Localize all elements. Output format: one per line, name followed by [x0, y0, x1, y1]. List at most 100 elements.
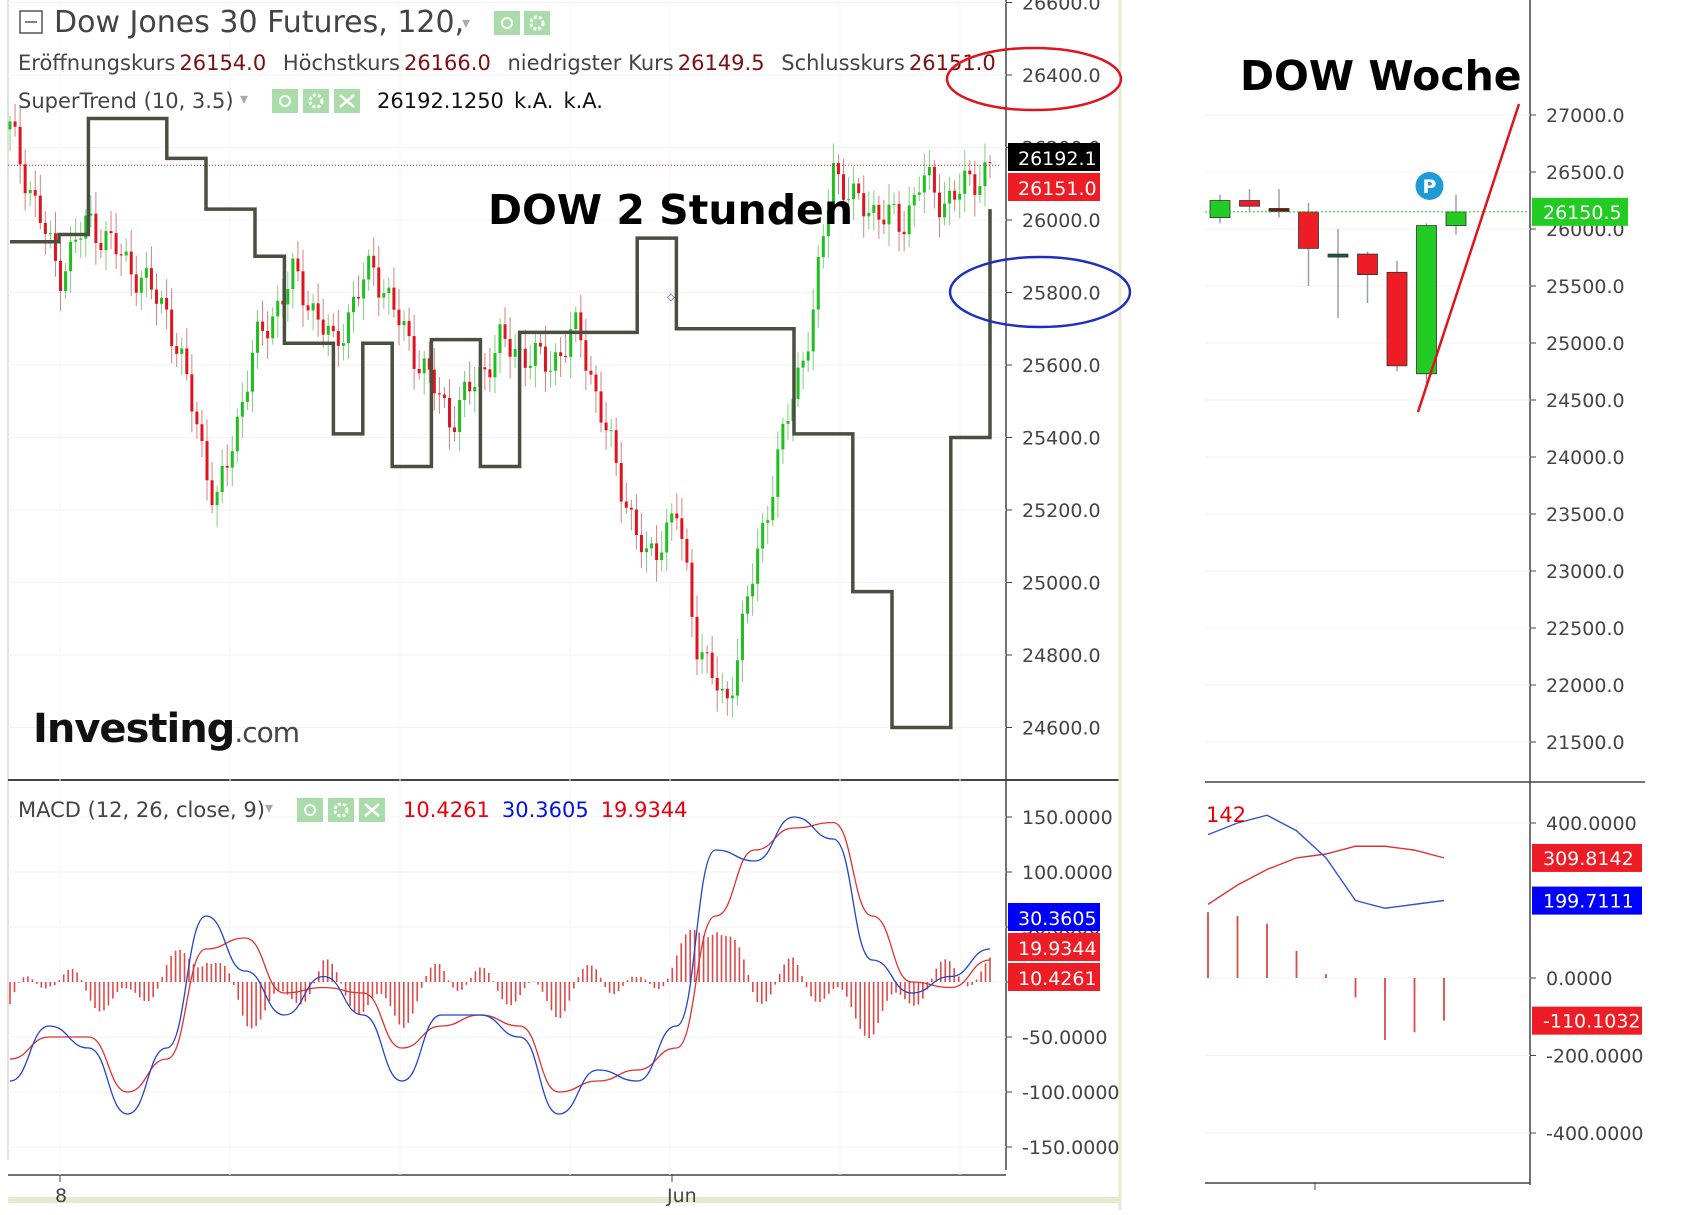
open-value: 26154.0: [179, 51, 266, 75]
macd-dropdown-icon[interactable]: ▾: [265, 798, 273, 817]
weekly-candle: [1239, 200, 1260, 207]
price-candle: [336, 331, 340, 346]
symbol-settings-icon[interactable]: [524, 11, 550, 35]
price-candle: [786, 420, 790, 424]
weekly-candle: [1209, 200, 1231, 219]
price-candle: [382, 293, 386, 298]
price-candle: [665, 522, 669, 553]
weekly-macd-badge-label: 309.8142: [1543, 848, 1634, 870]
y-tick-label: 21500.0: [1546, 732, 1625, 754]
price-candle: [235, 416, 239, 452]
y-tick-label: -150.0000: [1022, 1137, 1120, 1159]
macd-badge: [1008, 963, 1100, 991]
supertrend-line: [10, 116, 992, 730]
supertrend-remove-icon[interactable]: [334, 89, 360, 113]
investing-logo: Investing.com: [33, 706, 299, 752]
price-candle: [357, 297, 361, 299]
price-candle: [331, 325, 335, 332]
price-candle: [927, 166, 931, 176]
supertrend-value-2: k.A.: [514, 89, 554, 113]
price-candle: [170, 309, 174, 347]
price-candle: [149, 268, 153, 290]
price-candle: [185, 348, 189, 375]
weekly-price-badge-label: 26150.5: [1543, 202, 1622, 224]
price-candle: [796, 367, 800, 399]
price-candle: [99, 243, 103, 251]
macd-remove-icon[interactable]: [359, 798, 385, 822]
symbol-title: Dow Jones 30 Futures, 120,: [54, 5, 464, 40]
price-candle: [589, 370, 593, 375]
price-candle: [776, 449, 780, 498]
price-candle: [210, 480, 214, 506]
price-candle: [387, 287, 391, 294]
supertrend-visibility-icon[interactable]: [272, 89, 298, 113]
macd-visibility-icon[interactable]: [297, 798, 323, 822]
price-candle: [735, 660, 739, 696]
axis-layer: 26600.026400.026200.026000.025800.025600…: [55, 0, 1644, 1207]
price-candle: [619, 462, 623, 502]
price-candle: [326, 325, 330, 335]
price-candle: [84, 215, 88, 239]
symbol-dropdown-icon[interactable]: ▾: [462, 13, 470, 32]
price-candle: [842, 174, 846, 200]
header-collapse-button[interactable]: [19, 10, 43, 34]
price-candle: [468, 381, 472, 392]
annotation-weekly: DOW Woche: [1240, 52, 1522, 100]
price-candle: [882, 219, 886, 225]
weekly-candle: [1416, 225, 1437, 375]
y-tick-label: -50.0000: [1022, 1027, 1107, 1049]
price-candle: [549, 370, 553, 372]
price-candle: [508, 338, 512, 357]
price-candle: [781, 423, 785, 450]
price-badge: [1008, 143, 1100, 171]
price-candle: [397, 309, 401, 326]
price-candle: [453, 427, 457, 432]
price-candle: [89, 213, 93, 216]
supertrend-dropdown-icon[interactable]: ▾: [240, 89, 248, 108]
y-tick-label: 24000.0: [1546, 447, 1625, 469]
price-candle: [43, 222, 47, 234]
price-candle: [240, 401, 244, 417]
price-candle: [38, 195, 42, 223]
price-candle: [857, 183, 861, 194]
macd-signal-line: [9, 821, 991, 1093]
price-candle: [554, 352, 558, 371]
pivot-marker-circle: [1415, 172, 1444, 200]
price-candle: [675, 513, 679, 519]
price-candle: [463, 381, 467, 400]
price-candle: [670, 513, 674, 523]
y-tick-label: -100.0000: [1022, 1082, 1120, 1104]
price-candle: [458, 399, 462, 432]
annotation-2h: DOW 2 Stunden: [488, 186, 853, 234]
y-tick-label: 24800.0: [1022, 645, 1101, 667]
weekly-macd-main-line: [1207, 814, 1445, 909]
price-candle: [79, 238, 83, 240]
price-candle: [771, 497, 775, 521]
macd-value-hist: 10.4261: [403, 798, 490, 822]
price-candle: [190, 374, 194, 412]
y-tick-label: 24500.0: [1546, 390, 1625, 412]
macd-main-line: [9, 816, 991, 1115]
price-candle: [53, 233, 57, 261]
weekly-price-badge: [1532, 197, 1628, 226]
price-candle: [437, 393, 441, 395]
price-candle: [109, 231, 113, 234]
macd-settings-icon[interactable]: [328, 798, 354, 822]
price-candle: [746, 596, 750, 614]
price-candle: [483, 367, 487, 370]
y-tick-label: 0.0000: [1546, 968, 1612, 990]
open-label: Eröffnungskurs: [18, 51, 175, 75]
high-label: Höchstkurs: [283, 51, 400, 75]
macd-badge: [1008, 903, 1100, 931]
price-candle: [139, 277, 143, 293]
price-candle: [225, 465, 229, 468]
price-candle: [973, 174, 977, 195]
supertrend-settings-icon[interactable]: [303, 89, 329, 113]
price-candle: [250, 352, 254, 392]
y-tick-label: 26000.0: [1022, 210, 1101, 232]
price-candle: [594, 374, 598, 392]
price-candle: [816, 257, 820, 310]
price-candle: [200, 424, 204, 442]
weekly-macd-badge-label: 199.7111: [1543, 891, 1634, 913]
symbol-visibility-icon[interactable]: [494, 11, 520, 35]
